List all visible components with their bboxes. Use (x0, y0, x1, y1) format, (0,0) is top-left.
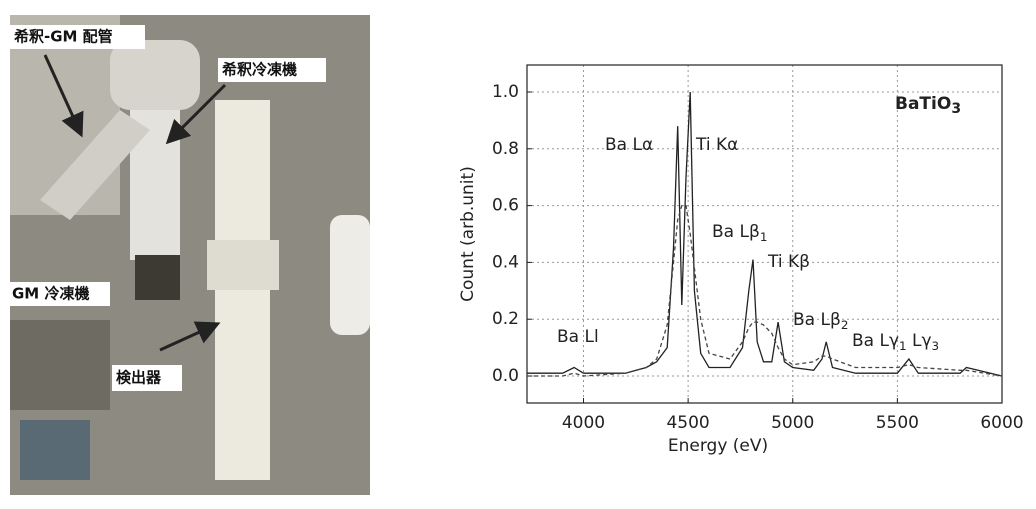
annotation: Ba Ll (557, 327, 599, 347)
rack (10, 320, 110, 410)
gm-cooler (135, 255, 180, 300)
series-line (527, 204, 1003, 377)
annotation-text: Ti Kα (695, 135, 738, 155)
photo-label: GM 冷凍機 (12, 285, 89, 303)
label-box (10, 282, 110, 306)
instrument (20, 420, 90, 480)
arrow (43, 54, 84, 138)
annotation: Ba Lβ1 (712, 222, 767, 244)
chart: Energy (eV) Count (arb.unit) 0.0 0.2 0.4 0.… (458, 64, 1024, 456)
annotation: Ti Kβ (767, 252, 810, 272)
annotation-text: Ba Lα (605, 135, 653, 155)
x-tick-label: 4000 (562, 413, 605, 433)
subscript: 3 (932, 339, 940, 353)
annotation: Ti Kα (695, 135, 738, 155)
subscript: 1 (899, 339, 907, 353)
photo: 希釈-GM 配管 希釈冷凍機 GM 冷凍機 検出器 (10, 15, 370, 495)
series-line (527, 91, 1003, 377)
annotation-text: Ti Kβ (767, 252, 810, 272)
arrow (159, 321, 221, 352)
annotation-text: Ba Lβ (712, 222, 760, 242)
cryostat-flange (207, 240, 279, 290)
tank (330, 215, 370, 335)
label-box (218, 58, 326, 82)
annotation: Ba Lβ2 (793, 310, 848, 332)
annotation-text: Lγ (907, 331, 932, 351)
y-tick-label: 1.0 (492, 82, 519, 102)
subscript: 1 (760, 230, 768, 244)
x-tick-label: 5000 (771, 413, 814, 433)
label-box (112, 365, 182, 391)
y-tick-label: 0.6 (492, 196, 519, 216)
x-tick-label: 4500 (666, 413, 709, 433)
subscript: 3 (951, 101, 961, 117)
annotation-text: BaTiO (895, 94, 951, 114)
y-axis-label: Count (arb.unit) (458, 166, 478, 302)
annotation: Ba Lγ1 Lγ3 (852, 331, 939, 353)
annotation-text: Ba Lγ (852, 331, 899, 351)
photo-label: 希釈冷凍機 (222, 61, 297, 79)
photo-label: 検出器 (116, 369, 162, 387)
dilution-head (110, 40, 200, 110)
arrow (165, 83, 227, 145)
y-tick-label: 0.2 (492, 309, 519, 329)
x-tick-label: 6000 (980, 413, 1023, 433)
annotation-text: Ba Lβ (793, 310, 841, 330)
gm-pipe (40, 110, 150, 220)
annotation-text: Ba Ll (557, 327, 599, 347)
y-tick-label: 0.4 (492, 252, 519, 272)
x-axis-label: Energy (eV) (668, 436, 768, 456)
annotation: BaTiO3 (895, 94, 961, 117)
y-tick-label: 0.8 (492, 139, 519, 159)
subscript: 2 (841, 318, 849, 332)
y-tick-label: 0.0 (492, 366, 519, 386)
x-tick-label: 5500 (876, 413, 919, 433)
photo-label: 希釈-GM 配管 (14, 28, 113, 46)
annotation: Ba Lα (605, 135, 653, 155)
plot-frame (526, 64, 1003, 404)
label-box (10, 25, 145, 49)
